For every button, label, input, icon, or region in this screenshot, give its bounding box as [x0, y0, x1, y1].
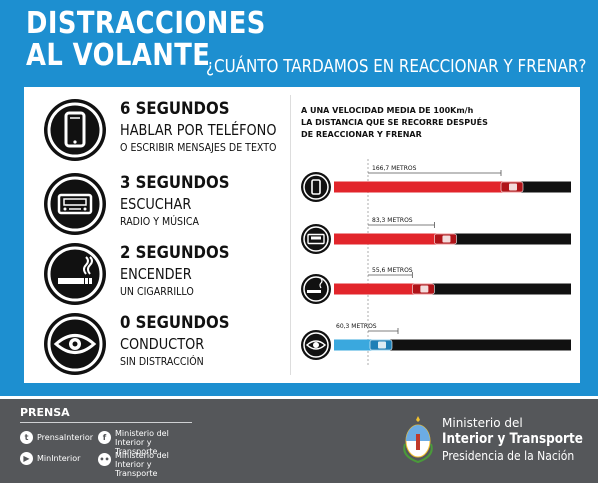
distraction-item-eye: 0 SEGUNDOS CONDUCTOR SIN DISTRACCIÓN [44, 313, 294, 381]
flickr-name: Ministerio del Interior y Transporte [115, 451, 169, 478]
distraction-action: ENCENDER [120, 265, 192, 283]
distance-bar [334, 233, 455, 245]
distance-bar [334, 339, 390, 351]
smartphone-icon [44, 99, 106, 161]
coat-of-arms-icon [403, 416, 433, 464]
page-title: DISTRACCIONES AL VOLANTE [26, 8, 266, 72]
distance-label: 166,7 METROS [372, 165, 417, 172]
distraction-seconds: 0 SEGUNDOS [120, 313, 230, 333]
twitter-handle: PrensaInterior [37, 433, 94, 442]
row-icon [301, 172, 331, 202]
road-bar [334, 339, 571, 351]
flickr-link[interactable]: •• Ministerio del Interior y Transporte [98, 451, 208, 478]
twitter-link[interactable]: t PrensaInterior [20, 431, 93, 445]
ministry-line-1: Ministerio del [442, 416, 523, 430]
youtube-icon: ▶ [20, 452, 33, 465]
distraction-seconds: 3 SEGUNDOS [120, 173, 230, 193]
facebook-link[interactable]: f Ministerio del Interior y Transporte [98, 429, 208, 456]
facebook-name: Ministerio del Interior y Transporte [115, 429, 169, 456]
distraction-action: CONDUCTOR [120, 335, 205, 353]
facebook-icon: f [98, 431, 111, 444]
twitter-icon: t [20, 431, 33, 444]
row-icon [301, 224, 331, 254]
distraction-seconds: 6 SEGUNDOS [120, 99, 230, 119]
distance-bar [334, 283, 433, 295]
distraction-item-phone: 6 SEGUNDOS HABLAR POR TELÉFONO O ESCRIBI… [44, 99, 294, 167]
distraction-detail: SIN DISTRACCIÓN [120, 355, 204, 368]
youtube-handle: MinInterior [37, 454, 81, 463]
chart-note: A UNA VELOCIDAD MEDIA DE 100Km/h LA DIST… [301, 105, 488, 141]
prensa-heading: PRENSA [20, 406, 70, 419]
car-icon [500, 181, 524, 193]
row-icon [301, 274, 331, 304]
car-icon [369, 339, 393, 351]
distraction-seconds: 2 SEGUNDOS [120, 243, 230, 263]
footer: PRENSA t PrensaInterior ▶ MinInterior f Mi… [0, 399, 598, 483]
flickr-icon: •• [98, 453, 111, 466]
cigarette-icon [44, 243, 106, 305]
chart-note-line-2: LA DISTANCIA QUE SE RECORRE DESPUÉS [301, 118, 488, 127]
distance-label: 55,6 METROS [372, 267, 413, 274]
distraction-item-radio: 3 SEGUNDOS ESCUCHAR RADIO Y MÚSICA [44, 173, 294, 241]
ministry-line-3: Presidencia de la Nación [442, 449, 575, 463]
title-line-1: DISTRACCIONES [26, 6, 266, 41]
car-icon [434, 233, 457, 245]
distance-bar [334, 181, 521, 193]
car-radio-icon [44, 173, 106, 235]
page-subtitle: ¿CUÁNTO TARDAMOS EN REACCIONAR Y FRENAR? [206, 56, 587, 77]
distance-label: 83,3 METROS [372, 217, 413, 224]
row-icon [301, 330, 331, 360]
header-banner: DISTRACCIONES AL VOLANTE ¿CUÁNTO TARDAMO… [0, 0, 598, 396]
content-panel: 6 SEGUNDOS HABLAR POR TELÉFONO O ESCRIBI… [24, 87, 580, 383]
eye-icon [44, 313, 106, 375]
ministry-logo: Ministerio del Interior y Transporte Pre… [402, 412, 583, 472]
panel-divider [290, 95, 291, 375]
distance-label: 60,3 METROS [336, 323, 377, 330]
chart-note-line-1: A UNA VELOCIDAD MEDIA DE 100Km/h [301, 106, 474, 115]
chart-note-line-3: DE REACCIONAR Y FRENAR [301, 130, 422, 139]
distraction-action: ESCUCHAR [120, 195, 192, 213]
road-bar [334, 283, 571, 295]
braking-distance-chart: 166,7 METROS 83,3 METROS 55,6 METROS 60,3 M… [301, 159, 571, 367]
distraction-detail: O ESCRIBIR MENSAJES DE TEXTO [120, 141, 277, 154]
youtube-link[interactable]: ▶ MinInterior [20, 452, 80, 466]
distraction-action: HABLAR POR TELÉFONO [120, 121, 277, 139]
distraction-detail: RADIO Y MÚSICA [120, 215, 199, 228]
distraction-item-cigarette: 2 SEGUNDOS ENCENDER UN CIGARRILLO [44, 243, 294, 311]
title-line-2: AL VOLANTE [26, 38, 211, 73]
ministry-line-2: Interior y Transporte [442, 431, 583, 447]
distraction-detail: UN CIGARRILLO [120, 285, 194, 298]
car-icon [412, 283, 435, 295]
footer-rule [20, 422, 192, 423]
